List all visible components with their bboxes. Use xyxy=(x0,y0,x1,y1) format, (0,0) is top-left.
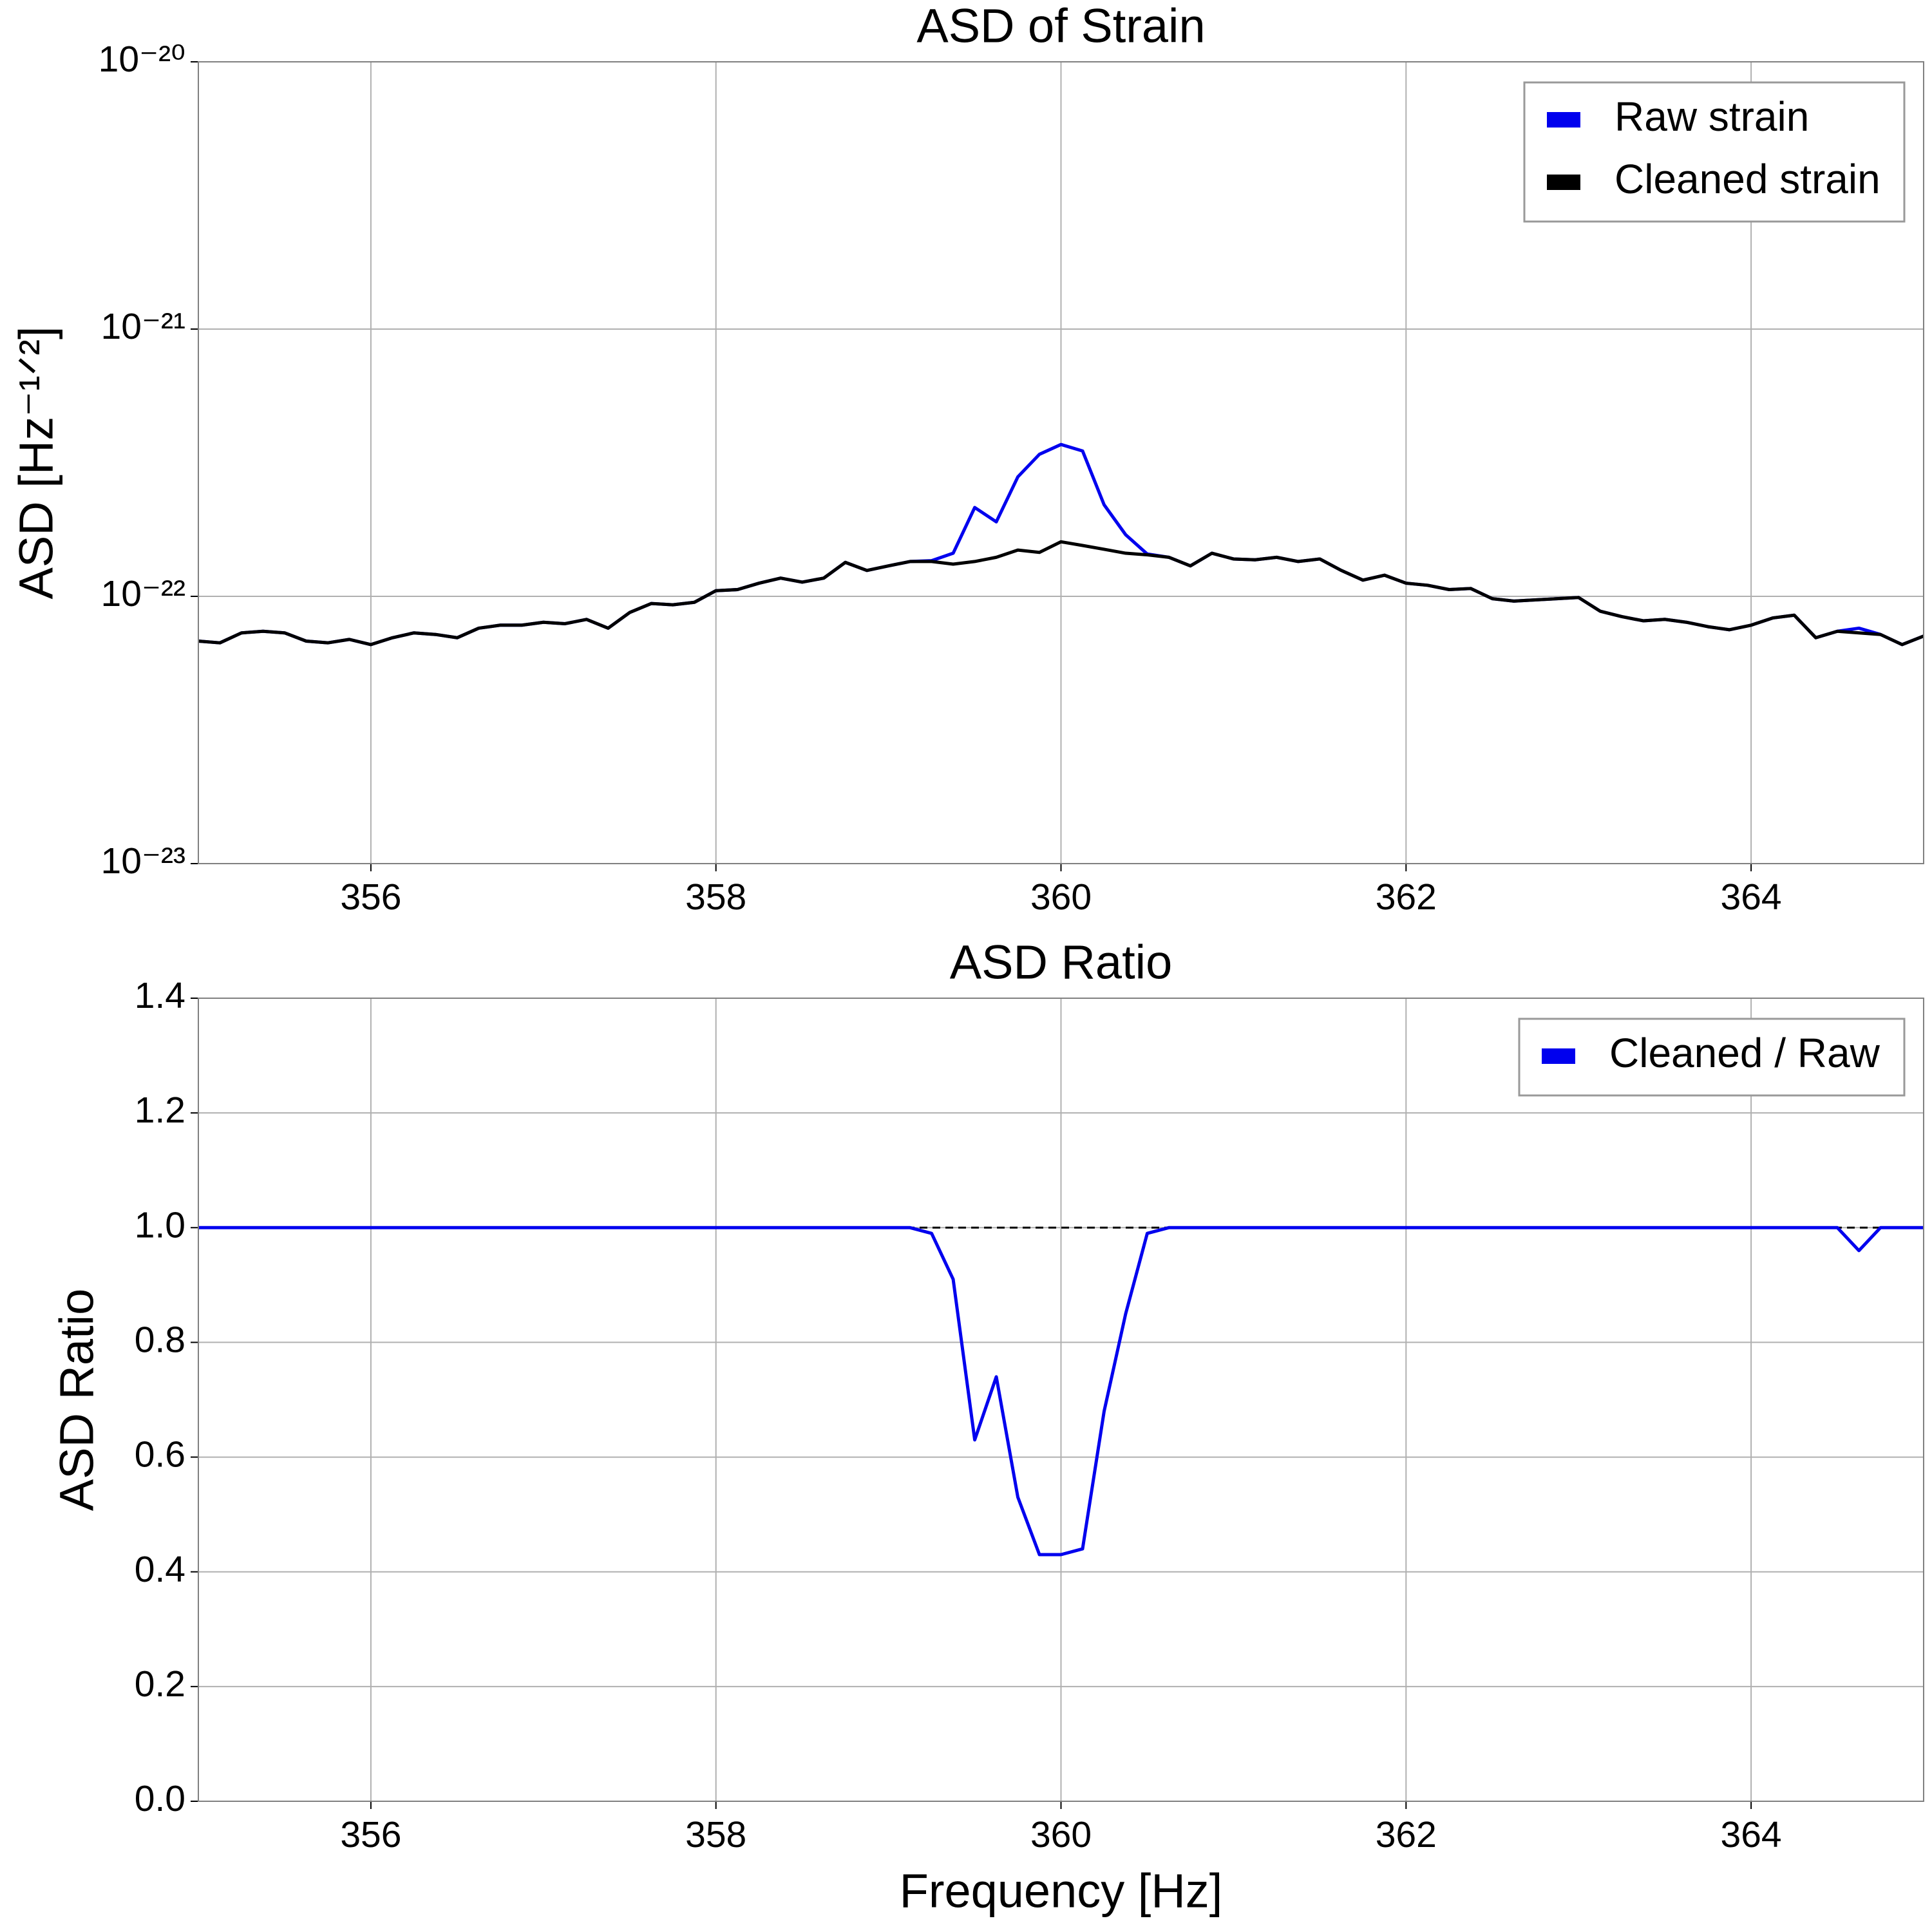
y-tick-label: 0.8 xyxy=(135,1319,185,1360)
x-tick-label: 356 xyxy=(340,1814,401,1855)
y-tick-label: 10⁻²³ xyxy=(101,840,185,882)
legend-frame xyxy=(1518,1018,1906,1097)
chart-title: ASD Ratio xyxy=(950,936,1172,989)
y-tick-label: 1.4 xyxy=(135,975,185,1016)
series-line xyxy=(198,1226,1924,1557)
series-line xyxy=(198,540,1924,647)
x-tick-label: 362 xyxy=(1376,876,1437,918)
x-tick-label: 364 xyxy=(1721,1814,1782,1855)
x-tick-label: 356 xyxy=(340,876,401,918)
legend-label: Raw strain xyxy=(1615,93,1809,140)
legend-swatch xyxy=(1542,1048,1575,1064)
plot-frame xyxy=(198,61,1924,864)
legend: Raw strain Cleaned strain xyxy=(1523,81,1906,223)
y-tick-label: 0.0 xyxy=(135,1778,185,1819)
x-tick-label: 364 xyxy=(1721,876,1782,918)
y-axis-label: ASD Ratio xyxy=(50,1289,104,1511)
legend-swatch xyxy=(1547,175,1580,190)
legend-label: Cleaned strain xyxy=(1615,156,1880,202)
x-tick-label: 360 xyxy=(1030,876,1092,918)
y-tick-label: 10⁻²² xyxy=(101,573,185,614)
y-tick-label: 10⁻²⁰ xyxy=(99,39,185,80)
legend-swatch xyxy=(1547,112,1580,128)
x-axis-label: Frequency [Hz] xyxy=(900,1864,1223,1918)
y-tick-label: 0.2 xyxy=(135,1663,185,1705)
legend-frame xyxy=(1523,81,1906,223)
y-tick-label: 10⁻²¹ xyxy=(101,306,185,347)
x-tick-label: 358 xyxy=(685,876,746,918)
y-tick-label: 0.6 xyxy=(135,1434,185,1475)
legend-label: Cleaned / Raw xyxy=(1609,1030,1880,1076)
x-tick-label: 360 xyxy=(1030,1814,1092,1855)
y-tick-label: 1.0 xyxy=(135,1204,185,1245)
x-tick-label: 358 xyxy=(685,1814,746,1855)
legend: Cleaned / Raw xyxy=(1518,1018,1906,1097)
plot-frame xyxy=(198,998,1924,1802)
y-tick-label: 0.4 xyxy=(135,1549,185,1590)
subplot: 356 358 360 362 364 0.0 0.2 0.4 0.6 0.8 1.0 1.2 1.4 A… xyxy=(50,936,1924,1918)
subplot: 356 358 360 362 364 10⁻²³ 10⁻²² 10⁻²¹ 10⁻²⁰ ASD o… xyxy=(10,0,1924,918)
x-tick-label: 362 xyxy=(1376,1814,1437,1855)
chart-title: ASD of Strain xyxy=(916,0,1205,53)
y-tick-label: 1.2 xyxy=(135,1090,185,1131)
y-axis-label: ASD [Hz⁻¹ᐟ²] xyxy=(10,327,63,600)
